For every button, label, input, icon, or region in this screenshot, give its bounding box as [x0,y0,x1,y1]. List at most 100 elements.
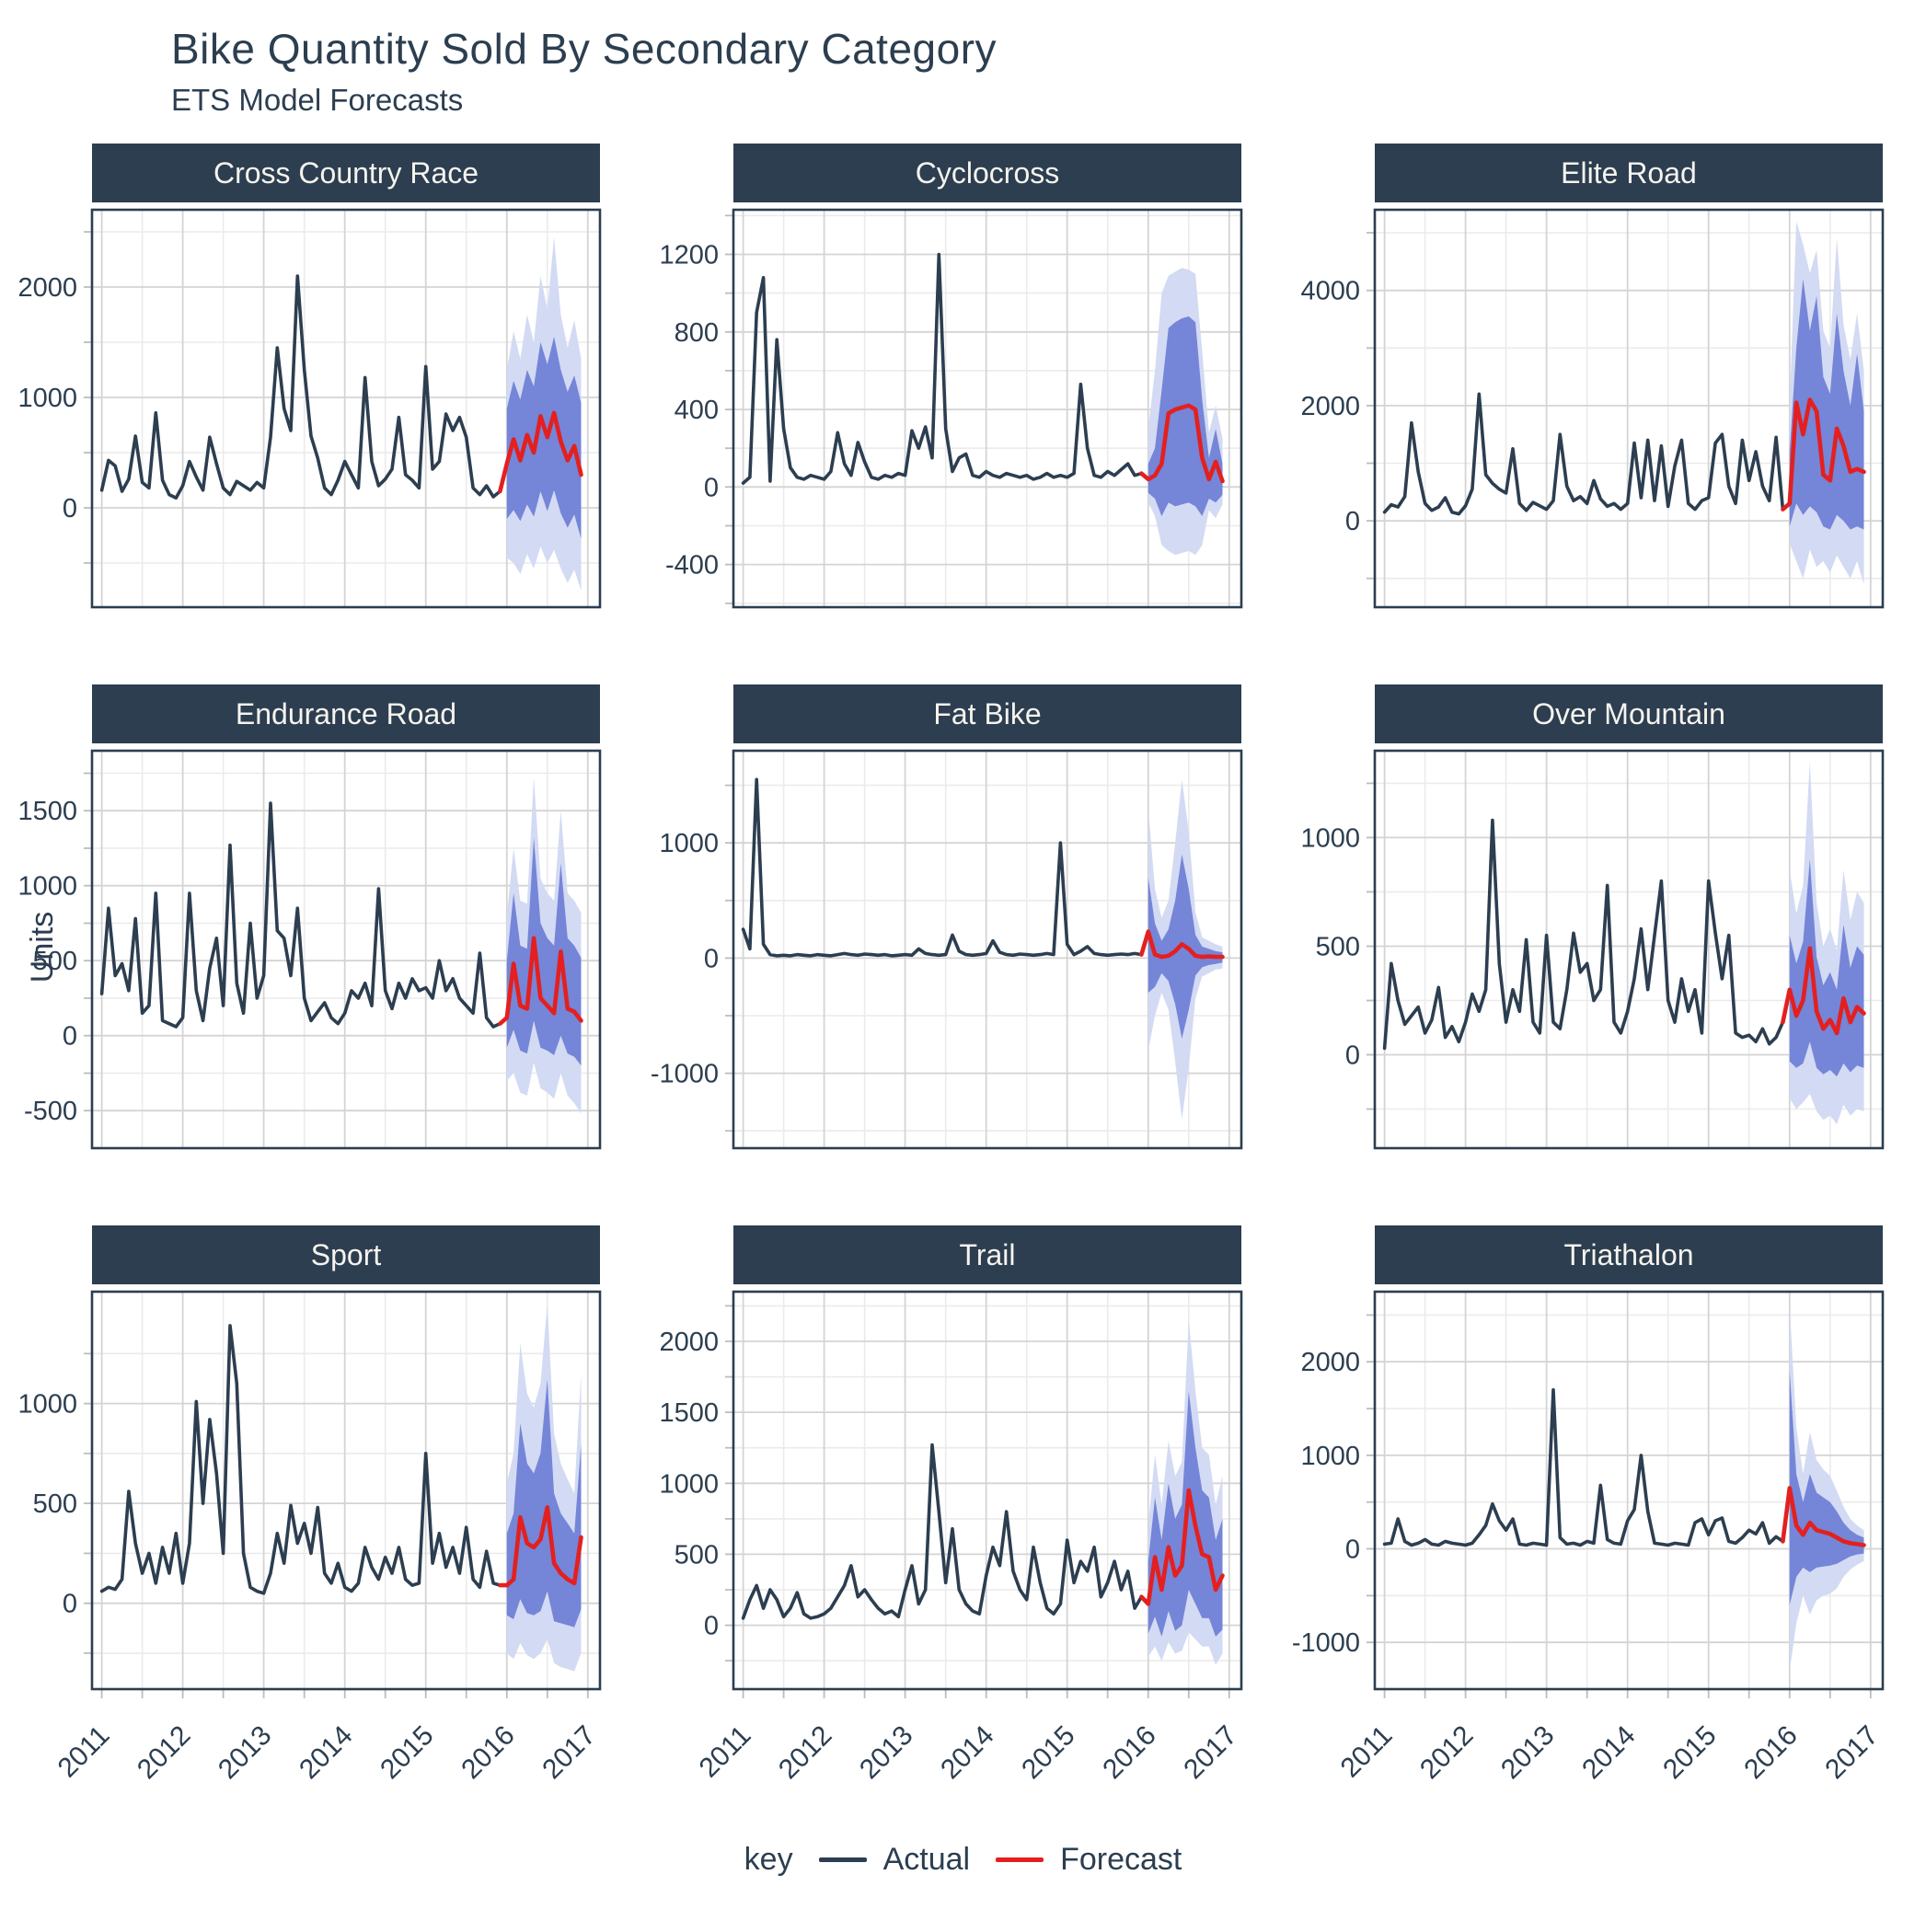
svg-text:-400: -400 [665,551,719,581]
svg-text:2015: 2015 [1016,1720,1081,1786]
svg-text:800: 800 [675,318,719,348]
svg-text:1000: 1000 [17,384,77,413]
facet-strip: Cross Country Race [92,144,600,202]
chart-header: Bike Quantity Sold By Secondary Category… [0,0,1926,121]
facet-strip-title: Triathalon [1563,1237,1694,1271]
facet-elite-road: Elite Road 0 2000 4000 [1283,144,1924,618]
svg-text:0: 0 [63,1590,77,1619]
facet-strip-title: Fat Bike [933,696,1042,730]
chart-title: Bike Quantity Sold By Secondary Category [171,25,998,73]
svg-text:1500: 1500 [659,1398,719,1428]
svg-text:2014: 2014 [935,1720,1000,1786]
facet-endurance-road: Endurance Road -500 0 500 1000 1500 [0,684,641,1159]
facet-strip-title: Trail [959,1237,1016,1271]
svg-text:1000: 1000 [1300,1442,1360,1471]
facet-cross-country-race: Cross Country Race 0 1000 2000 [0,144,641,618]
svg-text:2011: 2011 [694,1720,757,1784]
legend-forecast-label: Forecast [1060,1842,1182,1877]
svg-text:2000: 2000 [1300,1348,1360,1377]
legend: key Actual Forecast [0,1842,1926,1878]
facet-strip-title: Cyclocross [915,155,1060,190]
svg-text:1000: 1000 [659,1469,719,1499]
facet-plot-over-mountain: 0 500 1000 [1300,749,1885,1150]
facet-trail: Trail 0 500 1000 1500 2000 2011 2012 2013 2014 201… [641,1225,1283,1818]
legend-title: key [744,1842,793,1877]
facet-sport: Sport 0 500 1000 2011 2012 2013 2014 2015 2016 201… [0,1225,641,1818]
facet-plot-cyclocross: -400 0 400 800 1200 [659,208,1243,609]
facet-strip-title: Over Mountain [1532,696,1725,730]
facet-plot-endurance-road: -500 0 500 1000 1500 [17,749,602,1150]
facet-strip: Endurance Road [92,684,600,743]
legend-item-actual: Actual [818,1842,971,1878]
facet-plot-sport: 0 500 1000 2011 2012 2013 2014 2015 2016 2017 [17,1290,602,1786]
facet-over-mountain: Over Mountain 0 500 1000 [1283,684,1924,1159]
svg-text:2017: 2017 [536,1720,602,1786]
facet-cyclocross: Cyclocross -400 0 400 800 1200 [641,144,1283,618]
svg-text:500: 500 [33,947,77,976]
svg-text:1000: 1000 [659,829,719,858]
svg-text:500: 500 [675,1540,719,1570]
legend-actual-label: Actual [882,1842,971,1877]
facet-strip: Sport [92,1225,600,1284]
svg-text:0: 0 [1345,1535,1360,1565]
svg-text:1200: 1200 [659,241,719,270]
svg-text:500: 500 [33,1489,77,1519]
svg-text:2000: 2000 [17,273,77,303]
svg-text:2012: 2012 [1414,1720,1480,1786]
facet-strip-title: Endurance Road [235,696,457,730]
svg-text:500: 500 [1316,933,1360,962]
svg-text:2015: 2015 [1657,1720,1723,1786]
svg-text:1000: 1000 [17,1390,77,1420]
svg-text:2013: 2013 [854,1720,919,1786]
svg-text:0: 0 [704,1612,719,1641]
svg-text:0: 0 [63,494,77,523]
facet-strip-title: Elite Road [1561,155,1697,190]
svg-text:1000: 1000 [17,872,77,902]
svg-text:2000: 2000 [1300,392,1360,421]
svg-text:2016: 2016 [1738,1720,1804,1786]
svg-text:1000: 1000 [1300,823,1360,853]
facet-plot-cross-country-race: 0 1000 2000 [17,208,602,609]
svg-text:2014: 2014 [1576,1720,1642,1786]
svg-text:2011: 2011 [1335,1720,1399,1784]
svg-text:2015: 2015 [375,1720,440,1786]
actual-line-swatch [818,1857,867,1862]
facet-strip: Elite Road [1375,144,1883,202]
svg-text:0: 0 [1345,507,1360,536]
facet-strip: Triathalon [1375,1225,1883,1284]
facet-triathalon: Triathalon -1000 0 1000 2000 2011 2012 2013 2014… [1283,1225,1924,1818]
facet-strip: Cyclocross [733,144,1241,202]
svg-text:4000: 4000 [1300,277,1360,306]
facet-plot-trail: 0 500 1000 1500 2000 2011 2012 2013 2014 2015 2016… [659,1290,1243,1786]
legend-item-forecast: Forecast [996,1842,1182,1878]
facet-strip-title: Sport [310,1237,382,1271]
svg-text:-1000: -1000 [651,1060,719,1089]
svg-text:0: 0 [1345,1041,1360,1071]
svg-text:2017: 2017 [1178,1720,1243,1786]
facet-plot-triathalon: -1000 0 1000 2000 2011 2012 2013 2014 2015 2016 20… [1292,1290,1885,1786]
svg-text:2016: 2016 [1097,1720,1162,1786]
svg-text:2014: 2014 [294,1720,359,1786]
svg-text:2011: 2011 [52,1720,116,1784]
facet-plot-elite-road: 0 2000 4000 [1300,208,1885,609]
svg-text:2016: 2016 [456,1720,521,1786]
svg-text:2017: 2017 [1819,1720,1885,1786]
facet-strip: Over Mountain [1375,684,1883,743]
facet-plot-fat-bike: -1000 0 1000 [651,749,1243,1150]
facet-grid: Cross Country Race 0 1000 2000 Cyclocross -40… [0,144,1926,1818]
forecast-line-swatch [996,1857,1044,1862]
svg-text:-500: -500 [24,1097,77,1126]
svg-text:2013: 2013 [1495,1720,1561,1786]
facet-strip: Fat Bike [733,684,1241,743]
svg-text:2000: 2000 [659,1328,719,1357]
svg-text:0: 0 [63,1022,77,1052]
svg-text:2013: 2013 [213,1720,278,1786]
svg-text:2012: 2012 [132,1720,197,1786]
facet-strip: Trail [733,1225,1241,1284]
facet-strip-title: Cross Country Race [213,155,479,190]
svg-text:400: 400 [675,396,719,425]
chart-subtitle: ETS Model Forecasts [171,83,464,117]
svg-text:0: 0 [704,944,719,973]
svg-text:2012: 2012 [773,1720,838,1786]
svg-text:1500: 1500 [17,797,77,826]
